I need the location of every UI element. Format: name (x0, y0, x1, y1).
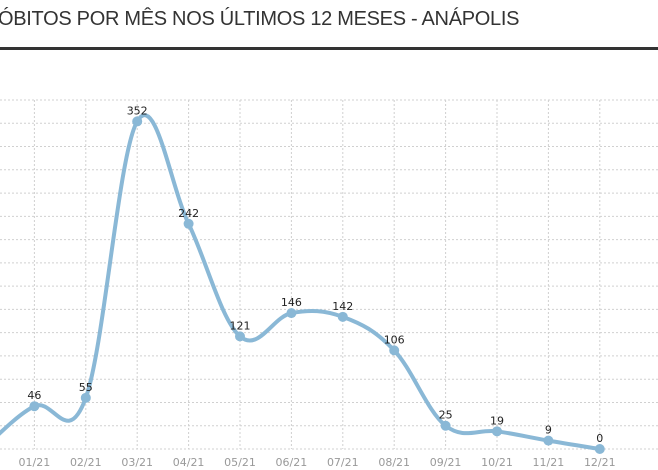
chart-title: ÓBITOS POR MÊS NOS ÚLTIMOS 12 MESES - AN… (0, 8, 520, 30)
data-label: 106 (384, 333, 405, 346)
x-tick-label: 07/21 (327, 456, 359, 469)
data-point (389, 345, 400, 356)
title-divider (0, 47, 658, 50)
data-point (29, 401, 40, 412)
data-label: 242 (178, 207, 199, 220)
data-point (440, 420, 451, 431)
data-label: 46 (27, 389, 41, 402)
x-tick-label: 12/21 (584, 456, 616, 469)
data-point (543, 435, 554, 446)
data-point (80, 392, 91, 403)
x-tick-label: 03/21 (121, 456, 153, 469)
x-tick-label: 02/21 (70, 456, 102, 469)
x-tick-label: 04/21 (173, 456, 205, 469)
data-label: 352 (127, 104, 148, 117)
data-label: 55 (79, 381, 93, 394)
data-label: 19 (490, 414, 504, 427)
data-label: 121 (230, 319, 251, 332)
data-point (132, 116, 143, 127)
x-tick-label: 10/21 (481, 456, 513, 469)
data-label: 9 (545, 424, 552, 437)
x-tick-label: 05/21 (224, 456, 256, 469)
data-label: 142 (332, 300, 353, 313)
x-tick-label: 08/21 (378, 456, 410, 469)
data-point (492, 426, 502, 437)
x-tick-label: 11/21 (533, 456, 565, 469)
data-point (337, 311, 348, 322)
data-label: 146 (281, 296, 302, 309)
data-label: 0 (596, 432, 603, 445)
data-label: 25 (439, 409, 453, 422)
x-tick-label: 06/21 (276, 456, 308, 469)
x-tick-label: 09/21 (430, 456, 462, 469)
data-point (235, 331, 245, 342)
data-point (286, 308, 297, 319)
data-point (594, 444, 605, 454)
data-point (183, 218, 194, 229)
x-tick-label: 01/21 (19, 456, 51, 469)
